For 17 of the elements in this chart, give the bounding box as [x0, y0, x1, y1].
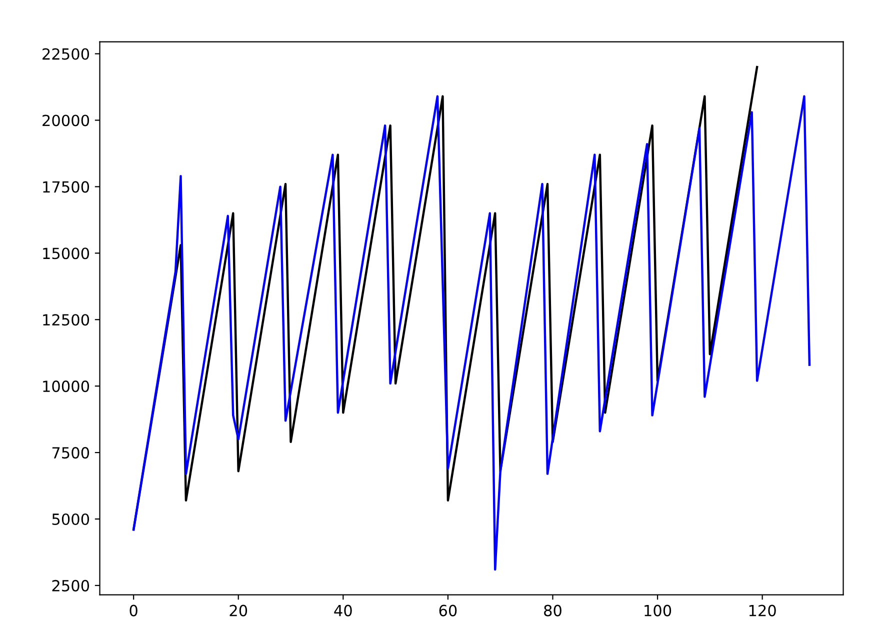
y-tick-label: 15000 [43, 248, 90, 260]
x-tick-label: 60 [439, 604, 457, 616]
y-tick-label: 5000 [52, 513, 90, 526]
x-tick-label: 120 [749, 604, 776, 616]
x-tick-label: 20 [230, 604, 248, 616]
y-tick-label: 12500 [43, 314, 90, 326]
y-tick-label: 17500 [43, 181, 90, 193]
y-tick-label: 20000 [42, 114, 90, 126]
x-tick-label: 80 [544, 604, 562, 616]
x-tick-label: 40 [334, 604, 352, 616]
y-tick-label: 2500 [52, 580, 90, 592]
line-series [132, 95, 811, 571]
y-tick-label: 10000 [43, 380, 90, 392]
y-tick-label: 22500 [42, 48, 90, 60]
x-tick-label: 100 [644, 604, 672, 616]
x-tick-label: 0 [130, 604, 138, 616]
y-tick-label: 7500 [52, 447, 90, 459]
